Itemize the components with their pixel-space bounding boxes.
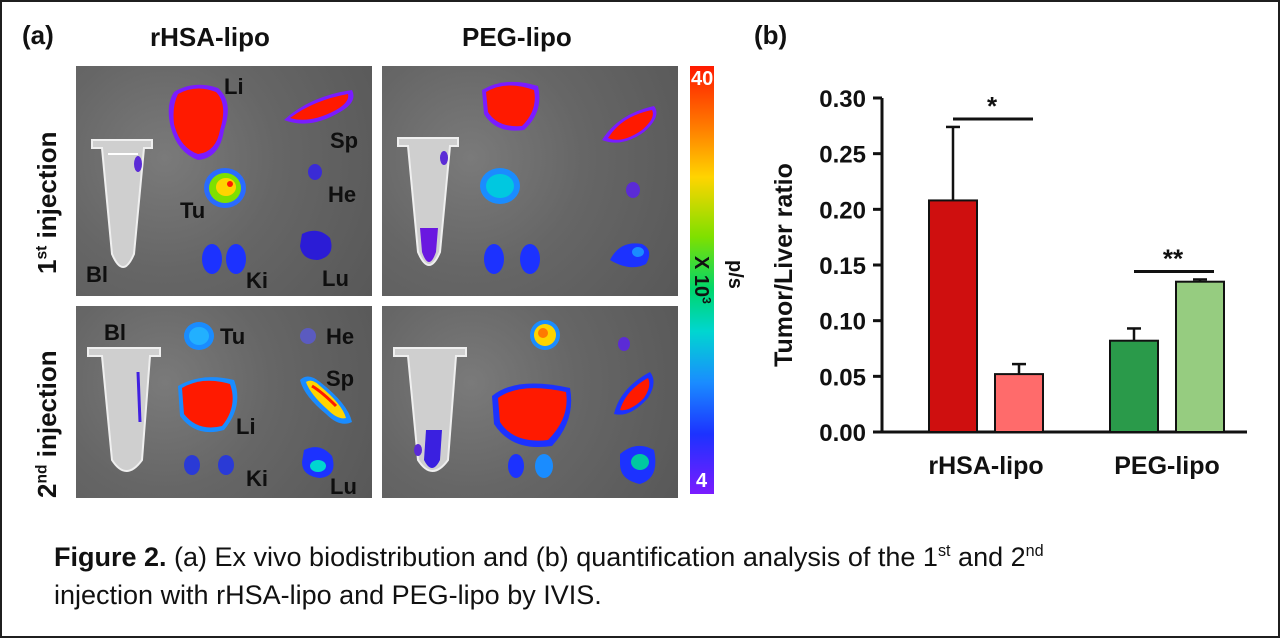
y-tick-label: 0.15 [819,253,866,280]
liver-signal-icon [492,383,572,448]
organ-label: Sp [330,128,359,153]
row-label-2nd-injection: 2nd injection [32,350,63,498]
organ-label: He [328,182,357,207]
organ-label: Li [236,414,256,439]
tumor-signal-icon [530,320,560,350]
caption-sup-1: st [937,542,951,560]
figure-caption: Figure 2. (a) Ex vivo biodistribution an… [54,538,1254,614]
y-tick-label: 0.10 [819,309,866,336]
y-tick-label: 0.25 [819,142,866,169]
intensity-colorbar [690,66,714,494]
significance-marker: * [987,91,998,121]
colorbar-unit-base: p/s [724,260,746,289]
row2-num: 2 [32,483,62,498]
tumor-signal-icon [184,322,214,350]
tube-icon [87,347,161,472]
kidney-signal-icon [202,244,246,274]
ivis-image-peg-2nd [382,306,678,498]
organ-label: Tu [220,324,246,349]
bar [994,373,1044,433]
row1-sup: st [33,245,51,260]
tube-icon [91,139,153,268]
colorbar-max-label: 40 [691,68,714,90]
organ-label: Ki [246,268,268,293]
row2-rest: injection [32,350,62,465]
x-tick-label: rHSA-lipo [928,452,1043,480]
y-tick-label: 0.20 [819,197,866,224]
colorbar-scale-text: X 10 [690,256,712,298]
row-label-1st-injection: 1st injection [32,132,63,274]
tumor-signal-icon [204,168,246,208]
organ-label: Sp [326,366,355,391]
col-header-rhsa: rHSA-lipo [150,22,270,52]
y-tick-label: 0.00 [819,420,866,447]
spleen-signal-icon [602,106,657,143]
x-tick-label: PEG-lipo [1114,452,1220,480]
liver-signal-icon [178,377,238,433]
liver-signal-icon [168,84,228,160]
organ-label: Ki [246,466,268,491]
panel-a-label: (a) [22,20,54,50]
heart-signal-icon [618,337,630,351]
lung-signal-icon [302,447,334,478]
spleen-signal-icon [284,90,354,124]
col-header-peg: PEG-lipo [462,22,572,52]
organ-label: He [326,324,355,349]
bar [928,199,978,433]
kidney-signal-icon [184,455,234,475]
tumor-signal-icon [480,168,520,204]
ivis-image-rhsa-1st: Li Sp He Tu Bl Ki Lu [76,66,372,296]
kidney-signal-icon [508,454,553,478]
liver-signal-icon [482,81,540,131]
significance-marker: ** [1163,243,1184,273]
bar [1109,339,1159,433]
caption-text-3: injection with rHSA-lipo and PEG-lipo by… [54,580,602,610]
colorbar-scale-label: X 103 [689,256,714,304]
organ-label: Li [224,74,244,99]
organ-label: Lu [330,474,357,498]
caption-text-2: and 2 [950,542,1026,572]
lung-signal-icon [610,243,650,268]
row2-sup: nd [33,464,51,484]
y-tick-label: 0.30 [819,86,866,113]
organ-label: Lu [322,266,349,291]
tube-icon [393,347,467,472]
organ-label: Bl [86,262,108,287]
spleen-signal-icon [300,376,352,424]
panel-b-label: (b) [754,20,788,50]
tube-icon [397,137,459,266]
y-tick-label: 0.05 [819,364,866,391]
bar [1175,280,1225,433]
caption-text-1: (a) Ex vivo biodistribution and (b) quan… [166,542,938,572]
row1-num: 1 [32,259,62,274]
colorbar-unit-label: p/s [723,260,746,289]
ivis-image-rhsa-2nd: Bl Tu He Sp Li Ki Lu [76,306,372,498]
colorbar-scale-exp: 3 [699,297,714,304]
organ-label: Bl [104,320,126,345]
heart-signal-icon [308,164,322,180]
row1-rest: injection [32,131,62,246]
heart-signal-icon [626,182,640,198]
ivis-image-peg-1st [382,66,678,296]
caption-lead: Figure 2. [54,542,167,572]
spleen-signal-icon [614,372,654,415]
tumor-liver-bar-chart: 0.00 0.05 0.10 0.15 0.20 0.25 0.30 Tumor/Liver … [770,86,1247,480]
heart-signal-icon [300,328,316,344]
organ-label: Tu [180,198,206,223]
colorbar-min-label: 4 [696,470,708,492]
y-axis-label: Tumor/Liver ratio [770,163,798,367]
lung-signal-icon [300,230,332,260]
lung-signal-icon [620,445,656,484]
caption-sup-2: nd [1025,542,1044,560]
kidney-signal-icon [484,244,540,274]
